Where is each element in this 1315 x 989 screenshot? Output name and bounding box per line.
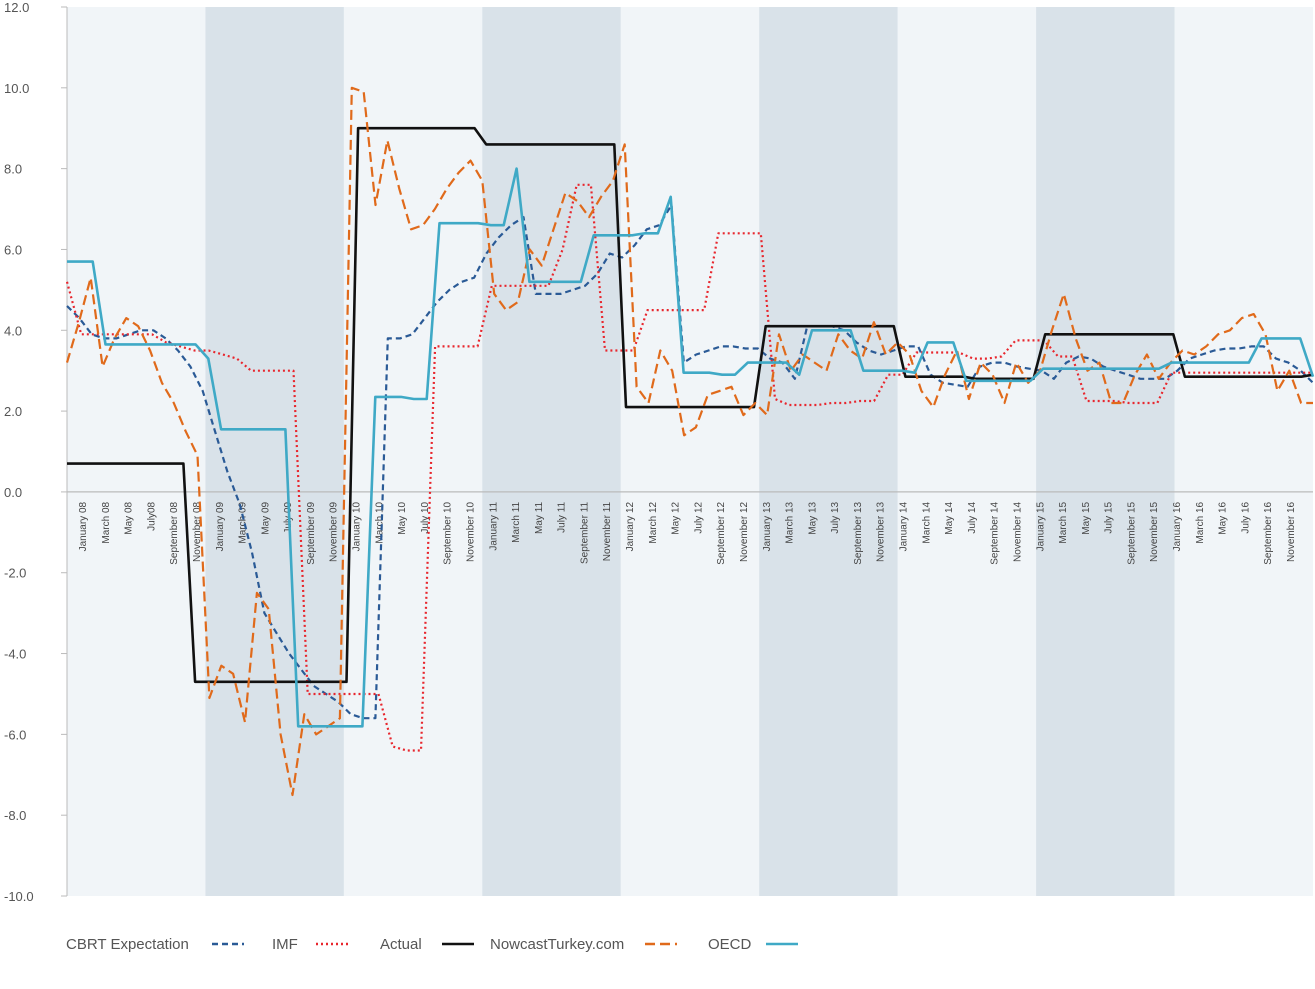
x-tick-label: September 13	[853, 501, 864, 564]
y-tick-label: 8.0	[4, 162, 22, 177]
x-tick-label: September 12	[716, 501, 727, 564]
x-tick-label: September 08	[169, 501, 180, 564]
legend-label: OECD	[708, 936, 752, 953]
x-tick-label: May 14	[944, 501, 955, 534]
axes: -10.0 -8.0 -6.0 -4.0 -2.0 0.0 2.0 4.0 6.0 8.0 10.0…	[4, 0, 1313, 904]
x-tick-label: January 10	[352, 501, 363, 551]
x-tick-label: November 10	[465, 501, 476, 561]
x-tick-label: March 14	[921, 501, 932, 543]
x-tick-label: July 11	[557, 501, 568, 532]
shaded-year-band	[1036, 7, 1175, 896]
x-tick-label: September 09	[306, 501, 317, 564]
x-tick-label: January 12	[625, 501, 636, 551]
shaded-year-band	[205, 7, 344, 896]
legend-label: Actual	[380, 936, 422, 953]
x-tick-label: May 12	[671, 501, 682, 534]
x-tick-label: March 12	[648, 501, 659, 543]
series-line-nowcastturkey-com	[65, 86, 1313, 797]
x-tick-label: July 16	[1240, 501, 1251, 533]
series-line-cbrt-expectation	[66, 203, 1314, 720]
y-tick-label: 2.0	[4, 404, 22, 419]
x-tick-label: May 10	[397, 501, 408, 534]
x-tick-label: November 14	[1012, 501, 1023, 561]
y-tick-label: -10.0	[4, 889, 34, 904]
x-tick-label: July 10	[420, 501, 431, 533]
y-tick-label: -4.0	[4, 647, 26, 662]
year-band	[343, 7, 483, 896]
y-tick-label: 4.0	[4, 323, 22, 338]
x-tick-label: September 14	[990, 501, 1001, 564]
x-tick-label: March 10	[374, 501, 385, 543]
legend-label: CBRT Expectation	[66, 936, 189, 953]
x-tick-label: September 10	[443, 501, 454, 564]
x-tick-label: July 15	[1104, 501, 1115, 533]
year-band	[1174, 7, 1313, 896]
year-band	[897, 7, 1037, 896]
x-tick-label: May 11	[534, 501, 545, 533]
legend-label: IMF	[272, 936, 298, 953]
x-tick-label: May 09	[260, 501, 271, 534]
x-tick-label: September 11	[579, 501, 590, 564]
plot-background	[67, 7, 1313, 896]
x-tick-label: July 14	[967, 501, 978, 533]
x-tick-label: March 16	[1195, 501, 1206, 543]
x-tick-label: March 11	[511, 501, 522, 542]
x-tick-label: November 15	[1149, 501, 1160, 561]
y-tick-label: 12.0	[4, 0, 29, 15]
shaded-year-band	[759, 7, 898, 896]
x-tick-label: January 16	[1172, 501, 1183, 551]
x-tick-label: January 08	[78, 501, 89, 551]
x-tick-label: November 16	[1286, 501, 1297, 561]
series-line-imf	[65, 183, 1313, 752]
x-tick-label: September 16	[1263, 501, 1274, 564]
y-tick-label: -6.0	[4, 727, 26, 742]
x-tick-label: January 14	[899, 501, 910, 551]
x-tick-label: November 12	[739, 501, 750, 561]
x-tick-label: March 15	[1058, 501, 1069, 543]
y-tick-label: -2.0	[4, 566, 26, 581]
x-tick-label: September 15	[1126, 501, 1137, 564]
x-tick-label: March 13	[785, 501, 796, 543]
x-tick-label: January 15	[1035, 501, 1046, 551]
year-band	[67, 7, 206, 896]
x-tick-label: May 08	[124, 501, 135, 534]
x-tick-label: January 13	[762, 501, 773, 551]
series-line-oecd	[67, 167, 1315, 728]
x-tick-label: May 13	[807, 501, 818, 534]
x-tick-label: May 16	[1218, 501, 1229, 534]
x-tick-label: July 13	[830, 501, 841, 533]
x-tick-label: March 09	[238, 501, 249, 543]
shaded-year-band	[482, 7, 621, 896]
x-tick-label: March 08	[101, 501, 112, 543]
y-tick-label: 10.0	[4, 81, 29, 96]
x-tick-label: July08	[146, 501, 157, 530]
x-tick-label: November 09	[329, 501, 340, 561]
legend: CBRT Expectation IMF Actual NowcastTurkey.c…	[66, 936, 798, 953]
year-band	[620, 7, 760, 896]
y-tick-label: 6.0	[4, 242, 22, 257]
x-tick-label: May 15	[1081, 501, 1092, 534]
legend-label: NowcastTurkey.com	[490, 936, 624, 953]
x-tick-label: January 11	[488, 501, 499, 550]
y-tick-label: -8.0	[4, 808, 26, 823]
x-tick-label: July 12	[693, 501, 704, 533]
x-tick-label: January 09	[215, 501, 226, 551]
x-tick-label: November 11	[602, 501, 613, 561]
x-tick-label: November 13	[876, 501, 887, 561]
x-tick-label: November 08	[192, 501, 203, 561]
series-lines	[65, 86, 1315, 797]
y-tick-label: 0.0	[4, 485, 22, 500]
